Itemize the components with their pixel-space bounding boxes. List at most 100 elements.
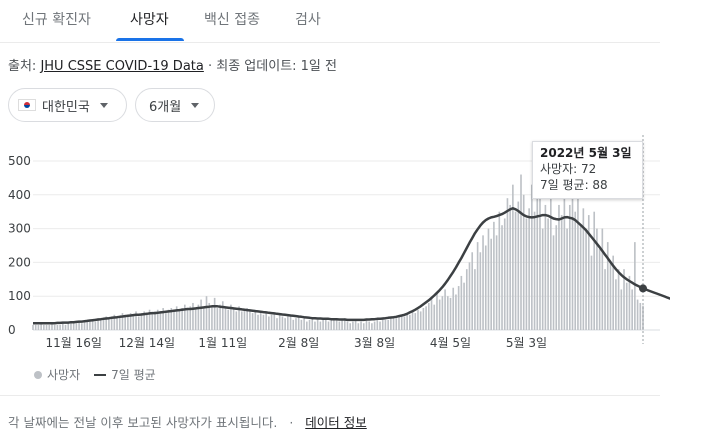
- bar: [306, 321, 308, 330]
- bar: [249, 311, 251, 330]
- country-dropdown[interactable]: 대한민국: [8, 88, 127, 122]
- bar: [490, 238, 492, 330]
- bar: [40, 323, 42, 330]
- tab-new-cases[interactable]: 신규 확진자: [22, 12, 91, 28]
- x-tick-label: 3월 8일: [354, 336, 395, 350]
- bar: [357, 323, 360, 330]
- tab-deaths[interactable]: 사망자: [130, 12, 169, 28]
- bar: [365, 319, 368, 330]
- bar: [262, 314, 265, 330]
- dropdown-arrow-icon: [99, 102, 108, 108]
- bar: [311, 318, 314, 330]
- bar: [175, 306, 178, 330]
- tab-tests[interactable]: 검사: [295, 12, 321, 28]
- x-tick-label: 1월 11일: [198, 336, 247, 350]
- tooltip-average: 7일 평균: 88: [540, 178, 608, 192]
- bar: [300, 319, 303, 330]
- chart-legend: 사망자 7일 평균: [34, 366, 156, 383]
- bar: [574, 211, 577, 330]
- bar: [151, 313, 154, 330]
- bar: [287, 316, 289, 330]
- bar: [295, 318, 297, 330]
- country-dropdown-label: 대한민국: [42, 99, 90, 115]
- bar: [48, 324, 51, 330]
- bar: [208, 302, 211, 330]
- bar: [409, 314, 411, 330]
- bar: [517, 201, 520, 330]
- bar: [322, 319, 324, 330]
- bar: [387, 319, 389, 330]
- chart-tooltip: 2022년 5월 3일 사망자: 72 7일 평균: 88: [532, 141, 643, 199]
- bar: [512, 184, 514, 330]
- bar: [634, 242, 636, 330]
- bar: [140, 313, 143, 330]
- bar: [110, 316, 113, 330]
- bar: [94, 321, 97, 330]
- bar: [118, 316, 121, 330]
- bar: [468, 262, 471, 330]
- bar: [268, 316, 270, 330]
- bar: [78, 321, 80, 330]
- bar: [303, 318, 305, 330]
- bar: [284, 318, 286, 330]
- bar: [596, 228, 598, 330]
- bar: [116, 318, 118, 330]
- bar: [330, 319, 333, 330]
- bar: [604, 269, 606, 330]
- bar: [438, 299, 441, 330]
- bar: [135, 311, 137, 330]
- bar: [593, 211, 596, 330]
- bar: [265, 313, 267, 330]
- bar: [230, 304, 232, 330]
- tab-bar: 신규 확진자 사망자 백신 접종 검사: [0, 0, 660, 43]
- bar: [544, 204, 547, 330]
- bar: [72, 321, 75, 330]
- bar: [148, 309, 151, 330]
- tooltip-date: 2022년 5월 3일: [540, 146, 632, 160]
- bar: [308, 319, 311, 330]
- bar: [417, 309, 419, 330]
- bar: [34, 324, 37, 330]
- tab-vaccinations[interactable]: 백신 접종: [204, 12, 260, 28]
- bar: [563, 194, 566, 330]
- y-tick-label: 500: [8, 154, 31, 168]
- bar: [522, 194, 525, 330]
- bar-legend-swatch: [34, 370, 42, 379]
- bar: [335, 319, 338, 330]
- bar: [360, 321, 362, 330]
- bar: [520, 174, 522, 330]
- bar: [536, 171, 539, 330]
- bar: [341, 319, 343, 330]
- bar: [162, 308, 164, 330]
- bar: [132, 314, 135, 330]
- footer-note: 각 날짜에는 전날 이후 보고된 사망자가 표시됩니다. · 데이터 정보: [8, 412, 367, 431]
- bar: [86, 319, 89, 330]
- x-tick-label: 11월 16일: [45, 336, 101, 350]
- bar: [362, 323, 365, 330]
- bar: [503, 218, 506, 330]
- bar: [433, 304, 436, 330]
- source-link[interactable]: JHU CSSE COVID-19 Data: [40, 59, 204, 74]
- bar: [379, 321, 381, 330]
- bar: [292, 319, 295, 330]
- bar: [213, 297, 216, 330]
- bar: [444, 289, 446, 330]
- bar: [376, 319, 379, 330]
- bar: [436, 292, 438, 330]
- period-dropdown[interactable]: 6개월: [135, 88, 215, 122]
- bar: [422, 308, 425, 330]
- bar: [251, 313, 254, 330]
- bar: [552, 235, 555, 330]
- bar: [452, 287, 455, 330]
- bar: [525, 218, 528, 330]
- bar: [636, 299, 639, 330]
- y-tick-label: 400: [8, 188, 31, 202]
- data-info-link[interactable]: 데이터 정보: [305, 415, 367, 430]
- deaths-chart[interactable]: 0 100 200 300 400 500 11월 16일 12월 14일 1월 11일 2월 8…: [0, 135, 670, 360]
- bar: [289, 314, 292, 330]
- bar: [37, 324, 40, 330]
- bar: [62, 321, 64, 330]
- bar: [579, 225, 582, 330]
- bar: [219, 304, 221, 330]
- bar: [368, 321, 370, 330]
